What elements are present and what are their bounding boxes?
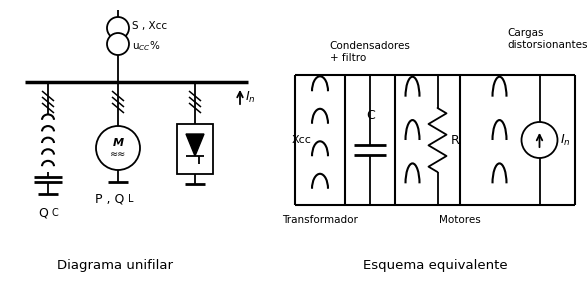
Text: Motores: Motores <box>439 215 481 225</box>
Text: Xcc: Xcc <box>292 135 312 145</box>
Text: Condensadores
+ filtro: Condensadores + filtro <box>329 41 410 63</box>
Circle shape <box>107 33 129 55</box>
Text: ≈≈: ≈≈ <box>110 149 126 159</box>
Circle shape <box>96 126 140 170</box>
Circle shape <box>521 122 558 158</box>
Text: Esquema equivalente: Esquema equivalente <box>363 259 507 272</box>
Text: R: R <box>450 133 459 147</box>
Text: C: C <box>367 109 375 122</box>
Bar <box>177 124 213 174</box>
Text: P , Q: P , Q <box>95 192 124 205</box>
Text: S , Xcc: S , Xcc <box>132 21 167 31</box>
Text: Cargas
distorsionantes: Cargas distorsionantes <box>508 28 587 50</box>
Text: Diagrama unifilar: Diagrama unifilar <box>57 259 173 272</box>
Text: u$_{CC}$%: u$_{CC}$% <box>132 39 160 53</box>
Text: C: C <box>51 208 58 218</box>
Polygon shape <box>186 134 204 156</box>
Text: $I_n$: $I_n$ <box>561 133 571 147</box>
Circle shape <box>107 17 129 39</box>
Text: $I_n$: $I_n$ <box>245 89 256 105</box>
Text: L: L <box>128 194 133 204</box>
Text: Q: Q <box>38 206 48 219</box>
Text: Transformador: Transformador <box>282 215 358 225</box>
Text: M: M <box>113 138 123 148</box>
